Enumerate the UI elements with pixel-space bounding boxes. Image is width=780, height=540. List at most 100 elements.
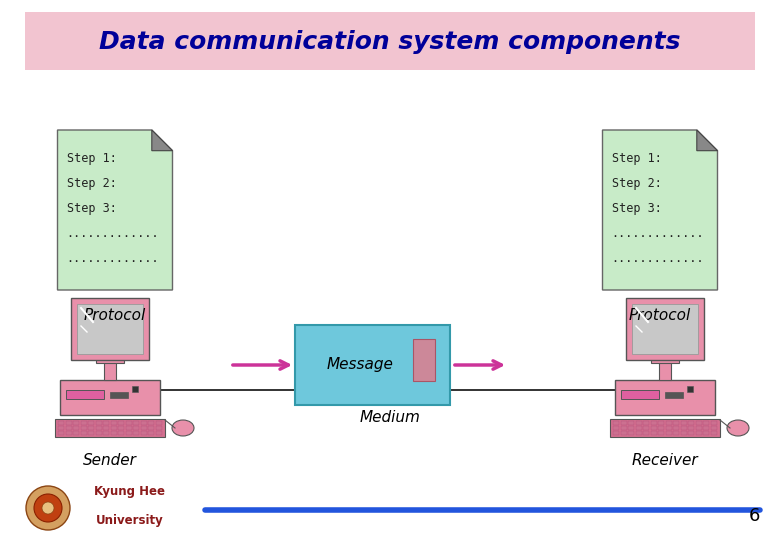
Polygon shape	[697, 130, 718, 151]
Bar	[132, 386, 138, 392]
Bar	[651, 421, 657, 424]
Text: Medium: Medium	[360, 410, 420, 425]
Bar	[688, 421, 694, 424]
Bar	[95, 421, 101, 424]
Bar	[71, 298, 149, 360]
Bar	[643, 421, 649, 424]
Bar	[711, 421, 717, 424]
Text: Step 3:: Step 3:	[67, 202, 116, 215]
Bar	[110, 392, 128, 398]
Bar	[103, 421, 109, 424]
Bar	[80, 421, 87, 424]
Text: Sender: Sender	[83, 453, 137, 468]
Bar	[155, 421, 161, 424]
Bar	[103, 431, 109, 435]
Bar	[658, 426, 664, 429]
Text: Step 3:: Step 3:	[612, 202, 661, 215]
Bar	[621, 431, 626, 435]
Bar	[77, 304, 143, 354]
Bar	[659, 362, 671, 380]
Bar	[688, 426, 694, 429]
Text: 6: 6	[749, 507, 760, 525]
Text: Data communication system components: Data communication system components	[99, 30, 681, 54]
Bar	[126, 426, 132, 429]
Bar	[711, 426, 717, 429]
Bar	[711, 431, 717, 435]
Polygon shape	[602, 130, 718, 290]
Bar	[66, 421, 72, 424]
Ellipse shape	[727, 420, 749, 436]
Polygon shape	[152, 130, 172, 151]
Bar	[133, 426, 139, 429]
Bar	[80, 431, 87, 435]
Bar	[155, 426, 161, 429]
Bar	[104, 362, 116, 380]
Text: Message: Message	[327, 357, 394, 373]
Bar	[673, 421, 679, 424]
Bar	[680, 426, 686, 429]
Bar	[58, 431, 64, 435]
Bar	[155, 431, 161, 435]
Bar	[615, 380, 715, 415]
Bar	[628, 426, 634, 429]
Bar	[643, 431, 649, 435]
Bar	[73, 421, 79, 424]
Bar	[658, 421, 664, 424]
Bar	[88, 426, 94, 429]
Bar	[55, 419, 165, 437]
Text: University: University	[96, 514, 164, 527]
Bar	[295, 325, 450, 405]
Ellipse shape	[172, 420, 194, 436]
Bar	[636, 421, 641, 424]
Text: Protocol: Protocol	[84, 308, 146, 323]
Bar	[636, 426, 641, 429]
Bar	[687, 386, 693, 392]
Bar	[665, 421, 672, 424]
Text: Protocol: Protocol	[629, 308, 691, 323]
Bar	[95, 431, 101, 435]
Circle shape	[42, 502, 54, 514]
Bar	[118, 421, 124, 424]
Text: Step 2:: Step 2:	[612, 177, 661, 190]
Bar	[148, 431, 154, 435]
Circle shape	[34, 494, 62, 522]
Text: Receiver: Receiver	[632, 453, 698, 468]
Bar	[610, 419, 720, 437]
Bar	[73, 431, 79, 435]
Bar	[88, 421, 94, 424]
Bar	[665, 431, 672, 435]
Bar	[96, 358, 124, 363]
Bar	[111, 426, 116, 429]
Bar	[148, 426, 154, 429]
Bar	[643, 426, 649, 429]
Bar	[613, 421, 619, 424]
Bar	[680, 421, 686, 424]
Bar	[58, 421, 64, 424]
Bar	[696, 426, 701, 429]
Text: .............: .............	[612, 227, 704, 240]
Bar	[103, 426, 109, 429]
Bar	[613, 426, 619, 429]
Bar	[665, 426, 672, 429]
Bar	[60, 380, 160, 415]
Bar	[688, 431, 694, 435]
Bar	[126, 421, 132, 424]
Bar	[632, 304, 698, 354]
Bar	[80, 426, 87, 429]
Text: .............: .............	[67, 227, 159, 240]
Bar	[651, 358, 679, 363]
Text: Step 2:: Step 2:	[67, 177, 116, 190]
Bar	[66, 431, 72, 435]
Bar	[25, 12, 755, 70]
Bar	[626, 298, 704, 360]
Bar	[621, 390, 659, 399]
Bar	[95, 426, 101, 429]
Bar	[148, 421, 154, 424]
Polygon shape	[58, 130, 172, 290]
Bar	[696, 431, 701, 435]
Text: .............: .............	[67, 252, 159, 265]
Bar	[413, 340, 434, 381]
Bar	[665, 392, 683, 398]
Text: .............: .............	[612, 252, 704, 265]
Bar	[658, 431, 664, 435]
